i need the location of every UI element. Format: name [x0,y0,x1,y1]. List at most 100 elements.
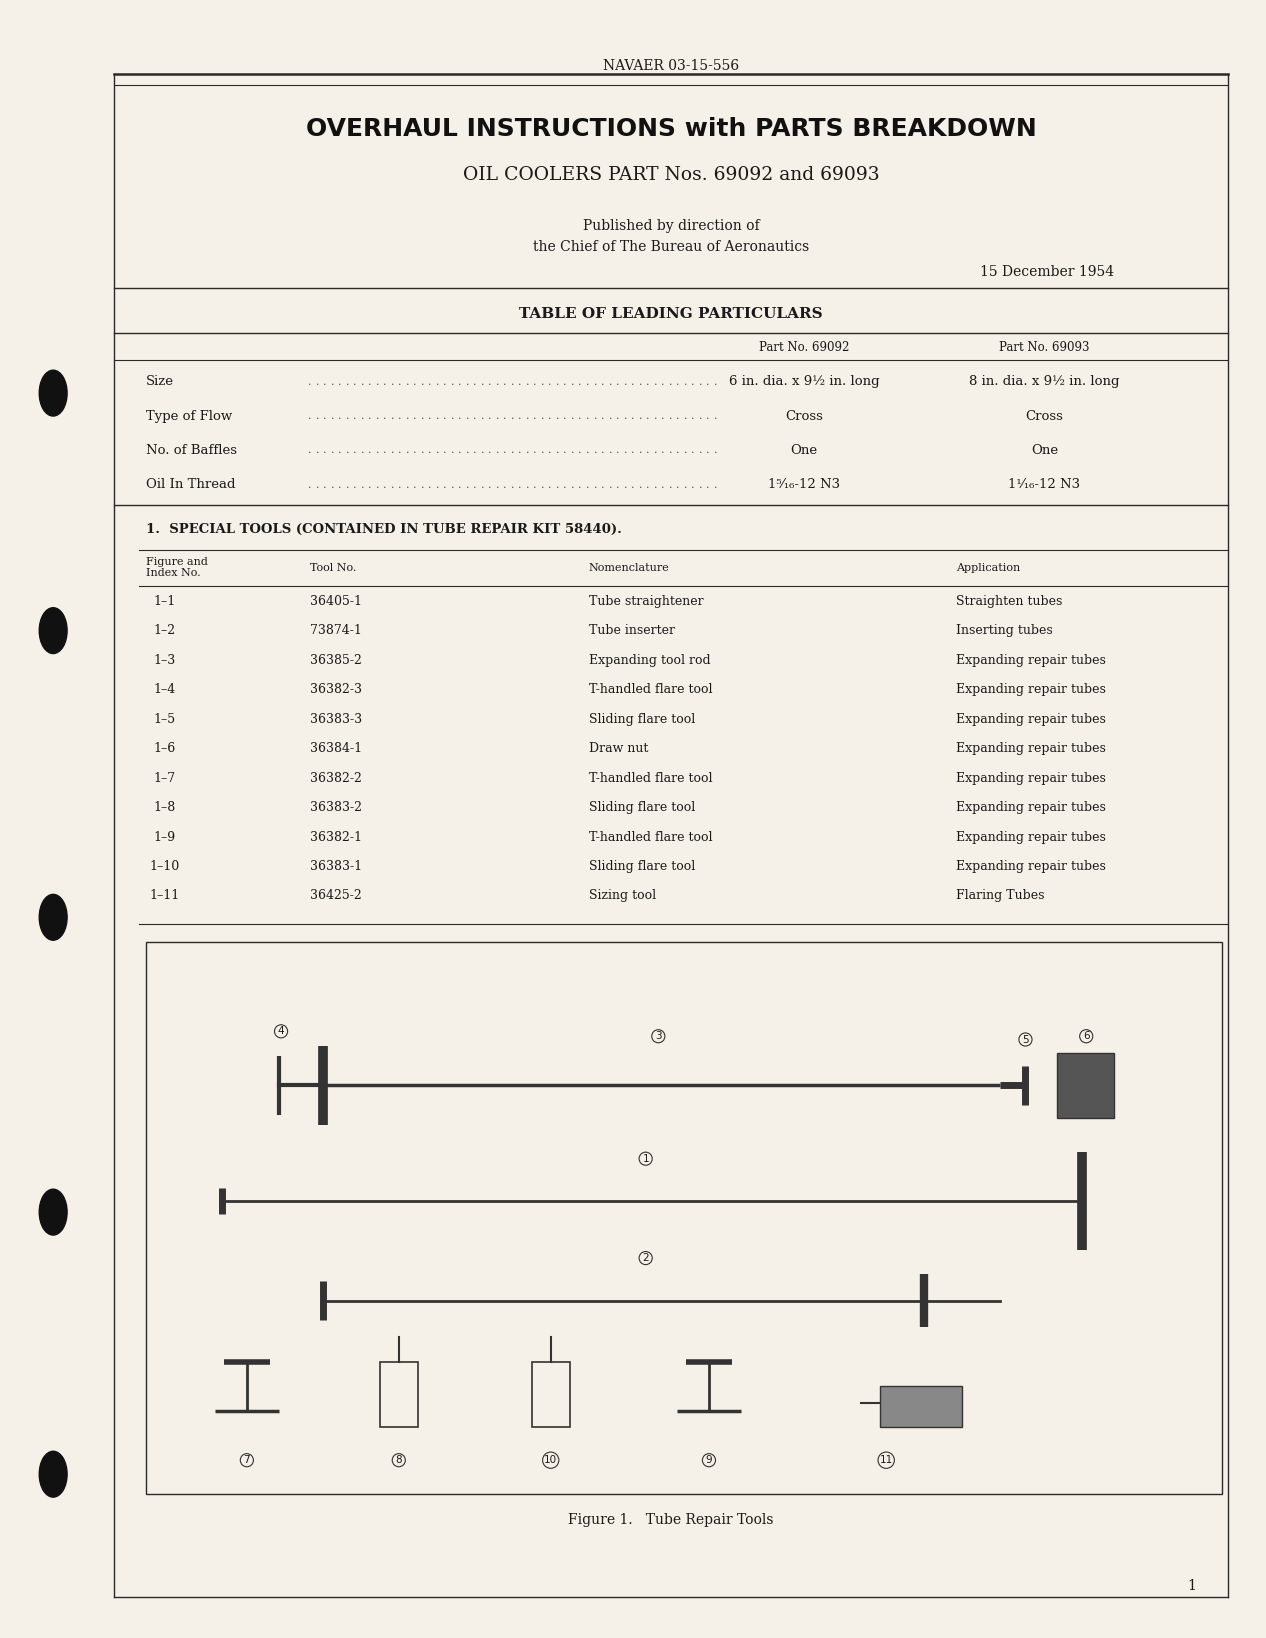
Text: Straighten tubes: Straighten tubes [956,595,1062,608]
Text: .: . [309,446,311,455]
Text: .: . [368,411,372,421]
Text: .: . [594,480,598,490]
Text: .: . [504,411,506,421]
Text: .: . [668,411,672,421]
Text: 5: 5 [1022,1035,1029,1045]
Text: 73874-1: 73874-1 [310,624,362,637]
Text: 1–7: 1–7 [153,771,176,785]
Text: Published by direction of: Published by direction of [582,219,760,233]
Text: .: . [330,377,334,387]
Text: .: . [609,377,611,387]
Text: 36383-2: 36383-2 [310,801,362,814]
Text: Flaring Tubes: Flaring Tubes [956,889,1044,903]
Text: .: . [699,446,703,455]
Bar [880,1386,962,1427]
Text: .: . [699,377,703,387]
Text: .: . [586,411,590,421]
Text: .: . [533,411,537,421]
Text: .: . [548,446,552,455]
Text: .: . [668,377,672,387]
Text: .: . [473,377,477,387]
Text: 11: 11 [880,1455,893,1466]
Text: Part No. 69093: Part No. 69093 [999,341,1090,354]
Text: .: . [353,480,357,490]
Text: .: . [594,411,598,421]
Text: 36384-1: 36384-1 [310,742,362,755]
Text: Expanding repair tubes: Expanding repair tubes [956,713,1105,726]
Text: .: . [646,480,649,490]
Text: .: . [466,446,470,455]
Text: .: . [309,377,311,387]
Text: 1⁵⁄₁₆-12 N3: 1⁵⁄₁₆-12 N3 [768,478,839,491]
Text: .: . [617,411,619,421]
Text: .: . [548,480,552,490]
Text: .: . [563,480,567,490]
Ellipse shape [39,1189,67,1235]
Text: .: . [309,480,311,490]
Text: 2: 2 [642,1253,649,1263]
Text: .: . [586,480,590,490]
Text: .: . [361,411,365,421]
Text: .: . [661,377,665,387]
Text: .: . [443,377,447,387]
Text: .: . [481,377,485,387]
Text: .: . [399,446,401,455]
Text: .: . [361,480,365,490]
Text: .: . [624,377,627,387]
Text: .: . [601,411,604,421]
Text: .: . [376,411,380,421]
Text: .: . [714,377,717,387]
Text: .: . [473,446,477,455]
Text: 1–8: 1–8 [153,801,176,814]
Text: Sliding flare tool: Sliding flare tool [589,713,695,726]
Text: .: . [525,446,529,455]
Text: .: . [684,411,687,421]
Text: .: . [481,480,485,490]
Text: Cross: Cross [1025,410,1063,423]
Text: .: . [406,377,409,387]
Text: .: . [443,446,447,455]
Text: OVERHAUL INSTRUCTIONS with PARTS BREAKDOWN: OVERHAUL INSTRUCTIONS with PARTS BREAKDO… [305,118,1037,141]
Text: .: . [504,480,506,490]
Text: .: . [422,480,424,490]
Text: .: . [511,411,514,421]
Text: .: . [609,411,611,421]
Text: Tube straightener: Tube straightener [589,595,704,608]
Text: Oil In Thread: Oil In Thread [146,478,235,491]
Bar [146,942,1222,1494]
Text: .: . [630,411,634,421]
Text: .: . [481,411,485,421]
Text: .: . [406,446,409,455]
Text: .: . [399,480,401,490]
Text: .: . [376,446,380,455]
Text: Inserting tubes: Inserting tubes [956,624,1052,637]
Text: .: . [676,446,680,455]
Text: .: . [391,480,395,490]
Text: .: . [533,446,537,455]
Text: .: . [525,411,529,421]
Text: .: . [646,411,649,421]
Text: .: . [601,480,604,490]
Text: .: . [436,411,439,421]
Text: .: . [519,480,522,490]
Text: 8: 8 [395,1455,403,1466]
Text: .: . [489,411,492,421]
Ellipse shape [39,894,67,940]
Text: .: . [451,446,454,455]
Text: .: . [676,377,680,387]
Text: .: . [617,377,619,387]
Text: .: . [571,446,575,455]
Text: 15 December 1954: 15 December 1954 [980,265,1114,278]
Text: .: . [496,377,500,387]
Text: .: . [391,377,395,387]
Text: .: . [699,411,703,421]
Text: .: . [346,446,349,455]
Text: Size: Size [146,375,173,388]
Text: .: . [653,480,657,490]
Text: .: . [609,480,611,490]
Text: .: . [653,446,657,455]
Text: .: . [451,377,454,387]
Text: Sliding flare tool: Sliding flare tool [589,860,695,873]
Text: .: . [563,411,567,421]
Text: .: . [638,411,642,421]
